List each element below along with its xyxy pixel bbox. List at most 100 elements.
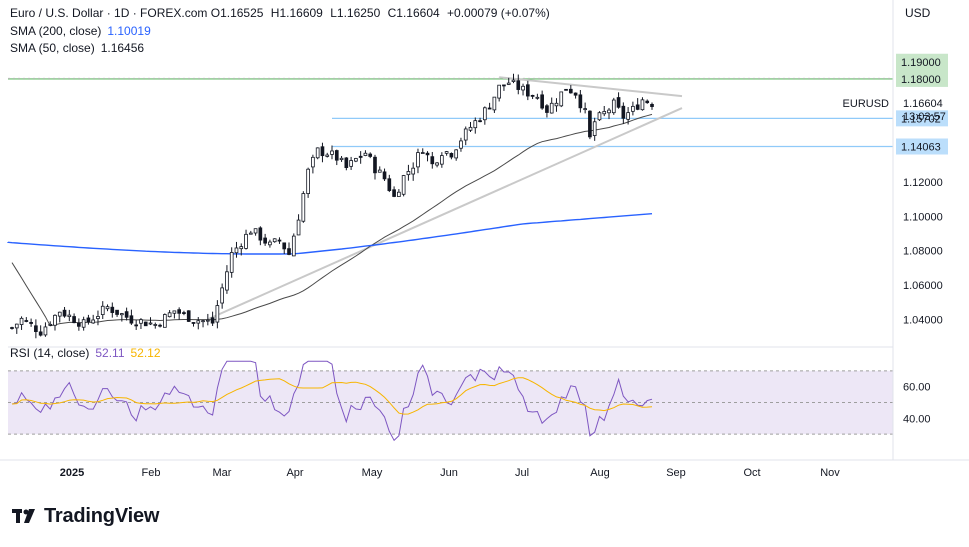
candle-body <box>435 162 439 166</box>
candle-body <box>559 91 564 107</box>
candle-body <box>158 324 162 327</box>
candle-body <box>631 105 635 112</box>
candle-body <box>444 151 449 154</box>
high-key: H <box>270 6 280 20</box>
candle-body <box>34 325 38 332</box>
candle-body <box>172 310 177 314</box>
candle-body <box>525 84 530 97</box>
candle-body <box>201 320 205 323</box>
candle-body <box>253 228 258 234</box>
open-key: O <box>210 6 221 20</box>
candle-body <box>43 326 48 336</box>
candle-body <box>48 323 53 326</box>
rsi-line <box>11 360 653 442</box>
sma50-legend[interactable]: SMA (50, close) 1.16456 <box>10 41 144 55</box>
candle-body <box>301 193 306 222</box>
low-value: 1.16250 <box>336 6 381 20</box>
candle-body <box>387 178 392 191</box>
rsi-ma-value: 52.12 <box>130 346 161 360</box>
candle-body <box>14 323 19 329</box>
candle-body <box>29 321 33 324</box>
candle-body <box>263 237 267 244</box>
candle-body <box>124 311 129 318</box>
candle-body <box>401 175 406 195</box>
price-badge-label: 1.15702 <box>901 113 941 125</box>
price-badge-label: 1.19000 <box>901 57 941 69</box>
candle-body <box>597 112 602 121</box>
candle-body <box>139 319 143 324</box>
candle-body <box>602 111 607 115</box>
candle-body <box>81 319 86 328</box>
candle-body <box>354 158 358 162</box>
candle-body <box>148 322 153 325</box>
candle-body <box>473 120 478 129</box>
candle-body <box>244 233 248 249</box>
candle-body <box>153 324 158 326</box>
candle-body <box>272 238 277 243</box>
price-badge <box>896 53 948 70</box>
rsi-tick-label: 40.00 <box>903 413 931 425</box>
candle-body <box>120 313 124 316</box>
tradingview-logo: TradingView <box>12 505 159 528</box>
candle-body <box>449 153 454 158</box>
falling-trendline <box>499 76 683 98</box>
candle-body <box>339 157 344 161</box>
time-tick-label: Mar <box>213 467 232 479</box>
candle-body <box>502 84 506 87</box>
candle-body <box>578 94 583 109</box>
price-badge <box>896 70 948 87</box>
candle-body <box>100 305 105 316</box>
candle-body <box>105 306 110 310</box>
candle-body <box>72 316 76 324</box>
sma200-label: SMA (200, close) <box>10 24 102 38</box>
candle-body <box>535 96 540 99</box>
candle-body <box>416 152 420 168</box>
candle-body <box>564 88 568 91</box>
rsi-value: 52.11 <box>95 346 125 360</box>
close-key: C <box>387 6 397 20</box>
candle-body <box>420 152 425 154</box>
time-tick-label: Feb <box>142 467 161 479</box>
candle-body <box>277 239 282 242</box>
sma200-value: 1.10019 <box>107 24 151 38</box>
sma200-legend[interactable]: SMA (200, close) 1.10019 <box>10 24 151 38</box>
rising-trendline <box>207 107 683 321</box>
candle-body <box>143 321 148 327</box>
candle-body <box>62 309 67 317</box>
candle-body <box>182 312 186 314</box>
time-tick-label: Sep <box>666 467 686 479</box>
candle-body <box>77 322 81 327</box>
rsi-legend[interactable]: RSI (14, close) 52.11 52.12 <box>10 346 161 360</box>
candle-body <box>325 154 330 157</box>
candle-body <box>616 97 621 108</box>
candle-body <box>516 80 521 90</box>
price-badge <box>896 138 948 155</box>
candle-body <box>239 246 244 250</box>
candle-body <box>38 331 43 336</box>
candle-body <box>363 152 368 156</box>
candle-body <box>296 219 301 236</box>
candle-body <box>258 227 263 241</box>
candle-body <box>53 314 57 326</box>
candle-body <box>583 108 587 111</box>
candle-body <box>368 153 373 157</box>
sma200-line <box>7 213 653 255</box>
candle-body <box>268 241 272 246</box>
candle-body <box>487 107 492 110</box>
candle-body <box>115 309 119 315</box>
countdown-label: 13:03:57 <box>903 111 946 123</box>
candle-body <box>196 320 201 324</box>
rsi-tick-label: 60.00 <box>903 382 931 394</box>
candle-body <box>545 105 549 113</box>
candle-body <box>635 104 640 110</box>
currency-button[interactable]: USD <box>905 6 931 20</box>
candle-body <box>306 168 310 194</box>
candle-body <box>430 156 435 165</box>
candle-body <box>163 314 167 328</box>
time-tick-label: Aug <box>590 467 610 479</box>
candle-body <box>191 322 196 324</box>
candle-body <box>167 312 172 318</box>
price-tick-label: 1.04000 <box>903 314 943 326</box>
candle-body <box>492 96 497 111</box>
